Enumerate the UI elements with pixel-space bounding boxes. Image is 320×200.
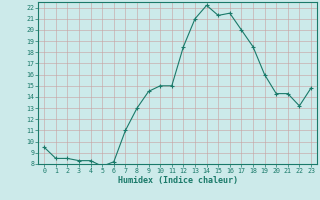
X-axis label: Humidex (Indice chaleur): Humidex (Indice chaleur)	[118, 176, 238, 185]
